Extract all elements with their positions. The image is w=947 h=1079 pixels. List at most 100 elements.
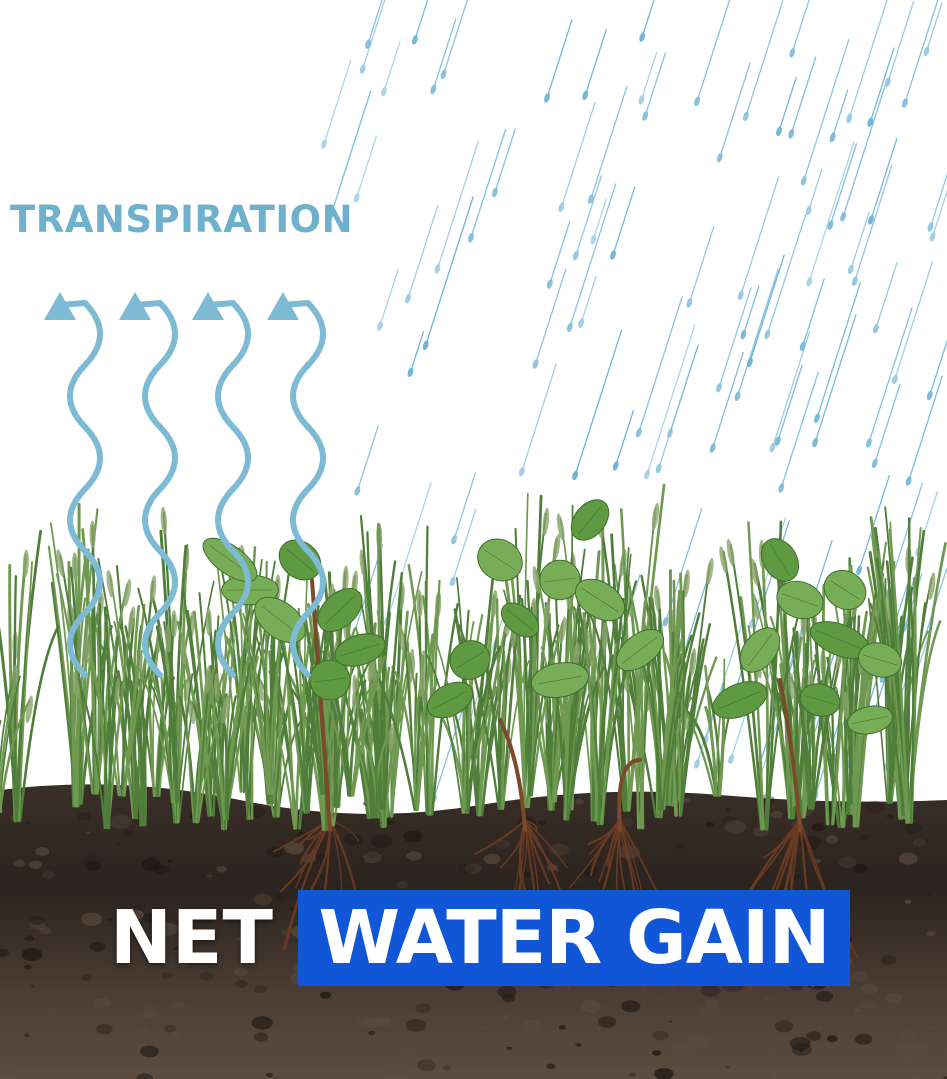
leaf <box>570 499 610 541</box>
raindrop-icon <box>558 101 596 213</box>
raindrop-icon <box>814 282 861 424</box>
raindrop-icon <box>451 472 477 545</box>
leaf <box>477 538 523 582</box>
transpiration-arrows <box>44 292 326 678</box>
headline-water-gain: WATER GAIN <box>318 895 830 981</box>
leaf <box>539 559 581 601</box>
raindrop-icon <box>778 371 819 493</box>
raindrop-icon <box>742 0 784 122</box>
leaf <box>739 627 781 673</box>
leaf <box>857 642 903 678</box>
raindrop-icon <box>328 90 372 220</box>
raindrop-icon <box>644 324 696 480</box>
leaf <box>847 705 893 735</box>
raindrop-icon <box>926 339 947 401</box>
grass-tuft <box>178 636 230 824</box>
raindrop-icon <box>891 260 934 385</box>
raindrop-icon <box>544 19 573 103</box>
leaf <box>776 580 824 620</box>
raindrop-icon <box>642 52 667 121</box>
raindrop-icon <box>788 56 817 139</box>
raindrop-icon <box>694 0 731 107</box>
raindrop-icon <box>590 198 607 245</box>
grass-tuft <box>55 520 132 795</box>
raindrop-icon <box>638 52 658 105</box>
raindrop-icon <box>776 76 797 137</box>
leaf <box>823 569 867 611</box>
raindrop-icon <box>901 0 939 108</box>
leaf <box>334 633 386 667</box>
raindrop-icon <box>572 329 623 481</box>
wavy-up-arrow-icon <box>192 292 251 678</box>
raindrop-icon <box>737 176 780 301</box>
raindrop-icon <box>851 164 893 286</box>
raindrop-icon <box>789 0 810 58</box>
grass-tuft <box>0 664 33 814</box>
raindrop-icon <box>354 425 379 496</box>
raindrop-icon <box>871 384 901 469</box>
raindrop-icon <box>847 211 870 275</box>
raindrop-icon <box>365 0 383 49</box>
leaf <box>309 659 351 701</box>
raindrop-icon <box>587 85 628 204</box>
raindrop-icon <box>827 143 858 230</box>
raindrop-icon <box>359 0 386 74</box>
raindrop-icon <box>856 474 891 576</box>
raindrop-icon <box>518 363 557 477</box>
raindrop-icon <box>381 41 401 97</box>
leaf <box>426 681 474 719</box>
raindrop-icon <box>572 174 603 261</box>
raindrop-icon <box>800 38 850 186</box>
raindrop-icon <box>805 168 823 216</box>
raindrop-icon <box>829 89 849 143</box>
raindrop-icon <box>774 364 803 446</box>
plant-stem <box>778 678 802 832</box>
leaf <box>500 602 540 638</box>
raindrop-icon <box>440 0 469 80</box>
raindrop-icon <box>740 285 760 340</box>
wavy-up-arrow-icon <box>119 292 178 678</box>
raindrop-icon <box>422 196 474 351</box>
plant-stem <box>498 718 527 832</box>
raindrop-icon <box>746 254 785 368</box>
leaf <box>799 683 841 717</box>
raindrop-icon <box>764 213 807 340</box>
leaf <box>574 578 626 622</box>
raindrop-icon <box>411 0 429 45</box>
raindrop-icon <box>430 18 457 95</box>
raindrop-icon <box>405 204 439 304</box>
raindrop-icon <box>468 128 507 243</box>
raindrop-icon <box>546 221 571 289</box>
raindrop-icon <box>846 0 888 124</box>
leaf <box>615 628 665 672</box>
grass-tuft <box>137 607 194 804</box>
raindrop-icon <box>610 186 636 260</box>
raindrop-icon <box>449 508 477 587</box>
grass-tuft <box>72 606 136 830</box>
grass-tuft <box>875 528 942 824</box>
raindrop-icon <box>840 83 887 222</box>
raindrop-icon <box>769 331 811 453</box>
raindrop-icon <box>716 62 751 163</box>
headline-highlight-box: WATER GAIN <box>298 890 850 986</box>
raindrop-icon <box>923 2 943 57</box>
raindrop-icon <box>635 296 683 438</box>
grass-tuft <box>397 525 459 816</box>
leaf <box>317 588 363 632</box>
raindrop-icon <box>865 307 913 448</box>
raindrop-icon <box>799 278 825 352</box>
raindrop-icon <box>806 141 855 287</box>
raindrop-icon <box>578 275 597 329</box>
raindrop-icon <box>377 268 399 331</box>
raindrop-icon <box>915 491 938 556</box>
plant-stem <box>310 578 332 832</box>
raindrop-icon <box>407 331 425 377</box>
raindrop-icon <box>566 183 617 333</box>
raindrop-icon <box>321 59 352 149</box>
plant-stem <box>617 758 642 832</box>
raindrop-icon <box>434 140 480 274</box>
wavy-up-arrow-icon <box>267 292 326 678</box>
raindrop-icon <box>655 344 699 474</box>
raindrop-icon <box>582 28 607 101</box>
